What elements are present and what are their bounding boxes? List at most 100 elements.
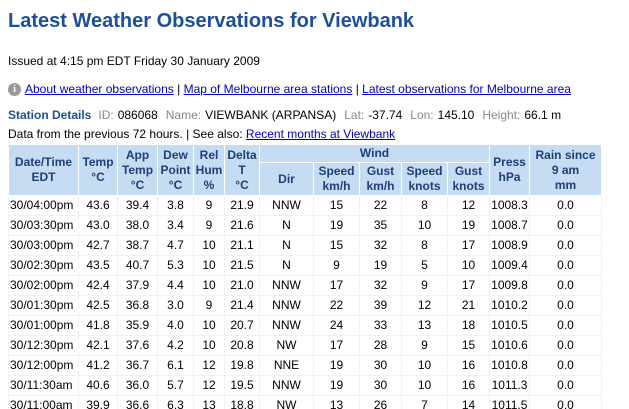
data-cell: 42.4 [78,275,118,296]
column-header: App Temp °C [117,144,158,196]
data-cell: 21.4 [224,295,260,316]
data-cell: 21.0 [224,275,260,296]
data-cell: 10 [401,355,448,376]
data-cell: 38.7 [117,235,158,256]
data-cell: 0.0 [529,255,602,276]
issued-line: Issued at 4:15 pm EDT Friday 30 January … [8,54,260,68]
link-separator: | [355,82,359,96]
nav-link[interactable]: Latest observations for Melbourne area [362,82,571,96]
data-cell: 30/11:00am [8,395,79,409]
data-cell: 21 [447,295,490,316]
data-cell: 36.8 [117,295,158,316]
data-cell: 19 [447,215,490,236]
data-cell: 0.0 [529,195,602,216]
column-header: Press hPa [489,144,530,196]
data-cell: 6.1 [157,355,194,376]
nav-link[interactable]: About weather observations [25,82,174,96]
data-cell: 19 [359,255,402,276]
link-separator: | [177,82,181,96]
data-cell: 1009.4 [489,255,530,276]
data-cell: 30/01:30pm [8,295,79,316]
nav-link[interactable]: Map of Melbourne area stations [183,82,353,96]
data-cell: 7 [401,395,448,409]
data-cell: 30/11:30am [8,375,79,396]
data-cell: 4.4 [157,275,194,296]
table-head: Date/Time EDT Temp °C App Temp °C Dew Point… [8,144,602,196]
data-cell: 40.6 [78,375,118,396]
data-cell: 10 [193,255,225,276]
data-row: 30/02:30pm 43.5 40.7 5.3 10 21.5 N 9 19 5 10 1009.4… [8,255,602,276]
data-cell: 10 [193,315,225,336]
data-cell: 36.0 [117,375,158,396]
station-lon: 145.10 [437,108,475,122]
data-cell: 42.1 [78,335,118,356]
data-cell: 13 [193,395,225,409]
data-cell: 30/03:30pm [8,215,79,236]
data-cell: 10 [193,235,225,256]
data-cell: 9 [193,195,225,216]
data-row: 30/11:00am 39.9 36.6 6.3 13 18.8 NW 13 26 7 14 1011… [8,395,602,409]
info-icon: i [8,83,21,97]
observations-table: Date/Time EDT Temp °C App Temp °C Dew Point… [8,144,602,409]
data-cell: 21.5 [224,255,260,276]
data-cell: 32 [359,235,402,256]
data-cell: 1010.6 [489,335,530,356]
note-line: Data from the previous 72 hours. | See a… [8,127,395,141]
data-cell: 18 [447,315,490,336]
data-cell: 10 [401,375,448,396]
data-cell: 37.6 [117,335,158,356]
data-cell: 39 [359,295,402,316]
data-cell: NNW [259,375,314,396]
data-cell: 17 [313,335,360,356]
data-cell: 9 [193,295,225,316]
data-cell: 6.3 [157,395,194,409]
column-header: Rain since 9 am mm [529,144,602,196]
data-cell: 35 [359,215,402,236]
data-row: 30/01:30pm 42.5 36.8 3.0 9 21.4 NNW 22 39 12 21 101… [8,295,602,316]
header-row: Date/Time EDT Temp °C App Temp °C Dew Point… [8,144,602,196]
data-cell: 1009.8 [489,275,530,296]
data-row: 30/03:00pm 42.7 38.7 4.7 10 21.1 N 15 32 8 17 1008.… [8,235,602,256]
data-cell: 4.0 [157,315,194,336]
data-cell: 15 [313,235,360,256]
data-cell: 10 [401,215,448,236]
data-cell: 1008.7 [489,215,530,236]
column-header: Wind [259,144,490,163]
note-text: Data from the previous 72 hours. | See a… [8,127,243,141]
data-cell: 15 [447,335,490,356]
column-subheader: Speed km/h [313,162,360,196]
data-cell: NW [259,335,314,356]
station-name-label: Name: [165,108,202,122]
data-row: 30/12:30pm 42.1 37.6 4.2 10 20.8 NW 17 28 9 15 1010… [8,335,602,356]
data-cell: 0.0 [529,315,602,336]
data-cell: 39.9 [78,395,118,409]
data-cell: 35.9 [117,315,158,336]
data-cell: 12 [193,355,225,376]
data-cell: 30/02:30pm [8,255,79,276]
data-cell: 1010.8 [489,355,530,376]
data-cell: 36.7 [117,355,158,376]
data-cell: 18.8 [224,395,260,409]
column-subheader: Gust knots [447,162,490,196]
data-cell: 1008.3 [489,195,530,216]
data-cell: 15 [313,195,360,216]
data-cell: 9 [313,255,360,276]
data-row: 30/01:00pm 41.8 35.9 4.0 10 20.7 NNW 24 33 13 18 10… [8,315,602,336]
data-cell: NNE [259,355,314,376]
data-cell: 17 [447,235,490,256]
column-header: Date/Time EDT [8,144,79,196]
data-cell: NNW [259,275,314,296]
data-cell: 0.0 [529,235,602,256]
data-cell: 30 [359,375,402,396]
data-cell: 1011.3 [489,375,530,396]
data-cell: 0.0 [529,215,602,236]
data-cell: 17 [313,275,360,296]
data-cell: 32 [359,275,402,296]
station-lat-label: Lat: [344,108,365,122]
data-cell: 17 [447,275,490,296]
data-cell: 22 [313,295,360,316]
header-row: Dir Speed km/h Gust km/h Speed knots Gust kn… [9,162,602,196]
note-link[interactable]: Recent months at Viewbank [245,127,396,141]
station-lon-label: Lon: [410,108,434,122]
